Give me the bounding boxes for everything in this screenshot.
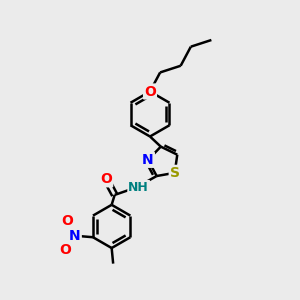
Text: N: N [142, 153, 154, 167]
Text: O: O [61, 214, 74, 228]
Text: O: O [100, 172, 112, 186]
Text: O: O [59, 242, 71, 256]
Text: S: S [170, 166, 180, 180]
Text: NH: NH [128, 181, 149, 194]
Text: O: O [144, 85, 156, 98]
Text: N: N [69, 229, 81, 243]
